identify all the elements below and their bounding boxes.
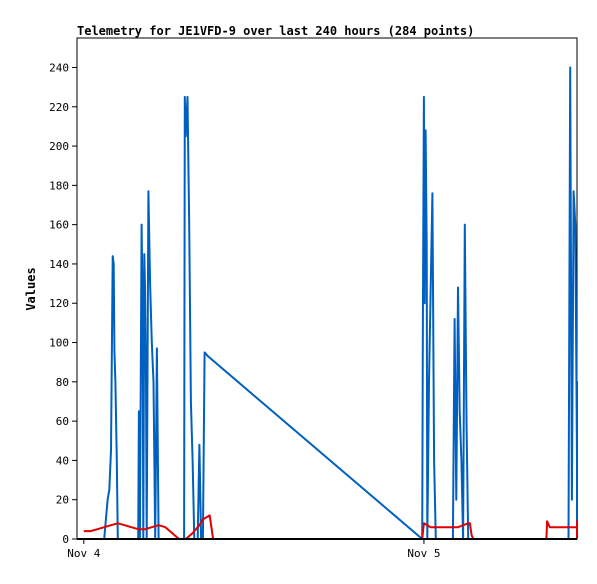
y-tick-label: 0	[62, 533, 69, 546]
y-tick-label: 240	[49, 61, 69, 74]
y-tick-label: 40	[56, 454, 69, 467]
plot-frame	[76, 37, 578, 540]
x-tick-label: Nov 4	[67, 547, 100, 560]
y-tick-label: 180	[49, 179, 69, 192]
series-layer	[77, 66, 578, 540]
series-line-0	[103, 66, 578, 540]
x-axis: Nov 4 Nov 5	[67, 539, 441, 560]
chart-title: Telemetry for JE1VFD-9 over last 240 hou…	[77, 24, 474, 38]
y-tick-label: 200	[49, 140, 69, 153]
y-axis: 0 20 40 60 80 100 120 140 160 180 200 220 240	[49, 61, 77, 546]
y-tick-label: 100	[49, 337, 69, 350]
y-tick-label: 220	[49, 101, 69, 114]
y-axis-label: Values	[24, 267, 38, 310]
series-line-1	[83, 514, 578, 540]
y-tick-label: 20	[56, 494, 69, 507]
y-tick-label: 140	[49, 258, 69, 271]
y-tick-label: 80	[56, 376, 69, 389]
y-tick-label: 120	[49, 297, 69, 310]
y-tick-label: 160	[49, 219, 69, 232]
x-tick-label: Nov 5	[407, 547, 440, 560]
y-tick-label: 60	[56, 415, 69, 428]
